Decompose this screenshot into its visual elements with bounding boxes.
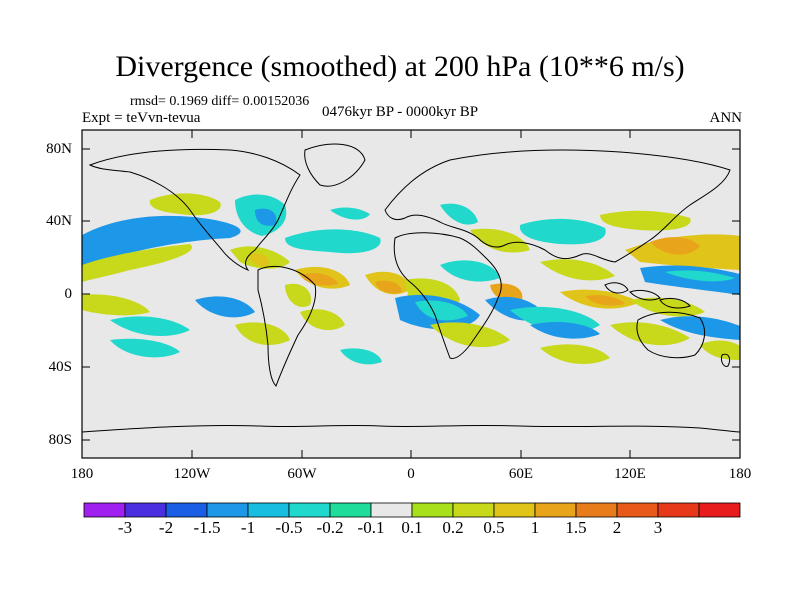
lat-tick-label: 80N [46,141,72,157]
lat-tick-label: 40N [46,213,72,229]
colorbar-swatch [575,502,618,518]
colorbar-label: -2 [158,518,174,537]
lat-tick-label: 0 [64,286,73,302]
colorbar-label: 2 [612,518,622,537]
lon-tick-label: 180 [70,466,94,482]
lon-tick-label: 180 [728,466,752,482]
colorbar-swatch [411,502,454,518]
divergence-field [82,193,740,365]
colorbar-label: 0.1 [401,518,423,537]
colorbar-label: -0.1 [357,518,385,537]
lon-tick-label: 120E [614,466,646,482]
colorbar-swatch [329,502,372,518]
colorbar-label: -0.5 [275,518,303,537]
colorbar-swatch [698,502,741,518]
colorbar-swatch [124,502,167,518]
lon-tick-label: 0 [407,466,415,482]
colorbar-swatch [370,502,413,518]
coastlines [82,143,740,433]
colorbar-swatch [657,502,700,518]
colorbar-swatch [534,502,577,518]
colorbar-swatch [616,502,659,518]
colorbar-label: 0.5 [483,518,505,537]
season-label: ANN [709,110,743,126]
colorbar-label: 0.2 [442,518,464,537]
colorbar-label: -3 [117,518,133,537]
colorbar-label: 1 [530,518,540,537]
lat-tick-label: 80S [48,432,72,448]
colorbar-swatch [247,502,290,518]
colorbar-swatch [493,502,536,518]
stats-label: rmsd= 0.1969 diff= 0.00152036 [130,94,310,109]
colorbar-swatch [83,502,126,518]
colorbar-label: -0.2 [316,518,344,537]
colorbar-swatch [206,502,249,518]
colorbar-label: 1.5 [565,518,587,537]
lat-tick-label: 40S [48,359,72,375]
colorbar-swatch [452,502,495,518]
colorbar-label: -1.5 [193,518,221,537]
plot-title: Divergence (smoothed) at 200 hPa (10**6 … [115,50,685,83]
colorbar-label: -1 [240,518,256,537]
colorbar-swatch [288,502,331,518]
lon-tick-label: 120W [173,466,211,482]
colorbar-label: 3 [653,518,663,537]
lon-tick-label: 60E [508,466,534,482]
experiment-label: Expt = teVvn-tevua [82,110,201,126]
period-label: 0476kyr BP - 0000kyr BP [322,104,479,120]
lon-tick-label: 60W [287,466,317,482]
colorbar-swatch [165,502,208,518]
map-ticks [81,130,741,458]
